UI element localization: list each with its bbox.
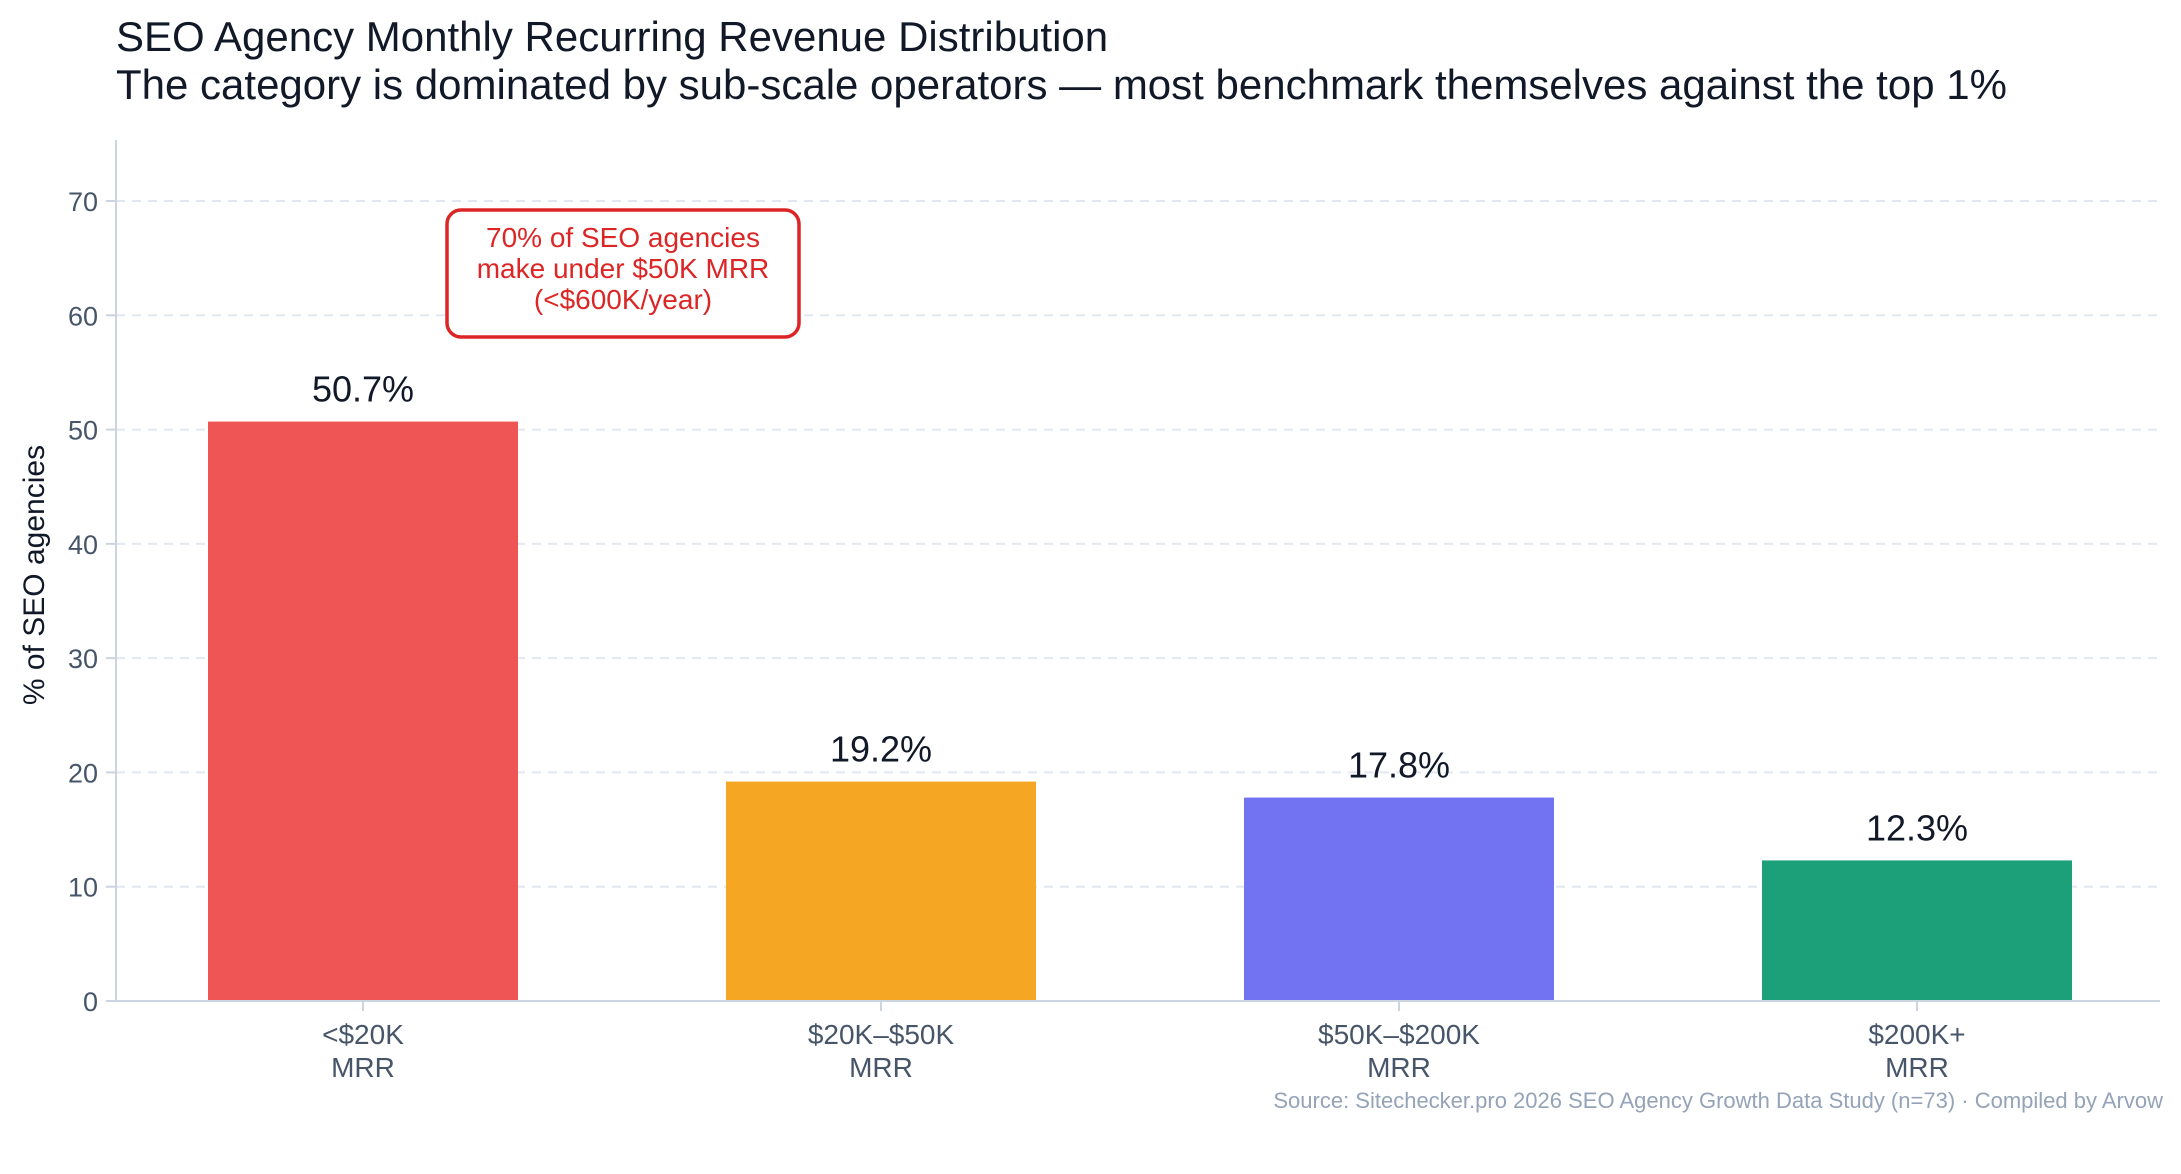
value-label: 17.8% [1348,745,1450,786]
value-label: 19.2% [830,729,932,770]
chart-subtitle: The category is dominated by sub-scale o… [116,61,2007,108]
annotation-line: (<$600K/year) [534,284,712,315]
bars [208,421,2072,1002]
value-labels: 50.7% 19.2% 17.8% 12.3% [312,369,1968,849]
y-tick-label: 40 [68,530,98,560]
x-tick-label: $20K–$50K [808,1019,955,1050]
x-tick-label: MRR [1367,1052,1431,1083]
value-label: 50.7% [312,369,414,410]
annotation-line: 70% of SEO agencies [486,222,760,253]
y-tick-label: 30 [68,644,98,674]
bar [208,421,518,1002]
y-axis-ticks: 0 10 20 30 40 50 60 70 [68,187,116,1017]
x-tick-label: MRR [1885,1052,1949,1083]
bar [1244,797,1554,1001]
value-label: 12.3% [1866,807,1968,848]
x-tick-label: MRR [849,1052,913,1083]
y-tick-label: 60 [68,301,98,331]
annotation-box [445,208,801,339]
bar [1762,860,2072,1001]
source-note: Source: Sitechecker.pro 2026 SEO Agency … [1273,1088,2163,1113]
bar [726,781,1036,1001]
y-tick-label: 10 [68,873,98,903]
x-tick-label: $50K–$200K [1318,1019,1480,1050]
y-tick-label: 0 [83,987,98,1017]
x-tick-label: <$20K [322,1019,404,1050]
annotation-text: 70% of SEO agencies make under $50K MRR (<… [477,222,770,315]
annotation-line: make under $50K MRR [477,253,770,284]
x-tick-label: MRR [331,1052,395,1083]
x-tick-label: $200K+ [1868,1019,1965,1050]
y-tick-label: 50 [68,416,98,446]
x-axis-ticks: <$20KMRR$20K–$50KMRR$50K–$200KMRR$200K+M… [322,1001,1966,1083]
y-tick-label: 70 [68,187,98,217]
y-axis-label: % of SEO agencies [18,445,51,705]
y-tick-label: 20 [68,758,98,788]
annotation-callout: 70% of SEO agencies make under $50K MRR (<… [445,208,801,339]
chart-title: SEO Agency Monthly Recurring Revenue Dis… [116,13,1109,60]
